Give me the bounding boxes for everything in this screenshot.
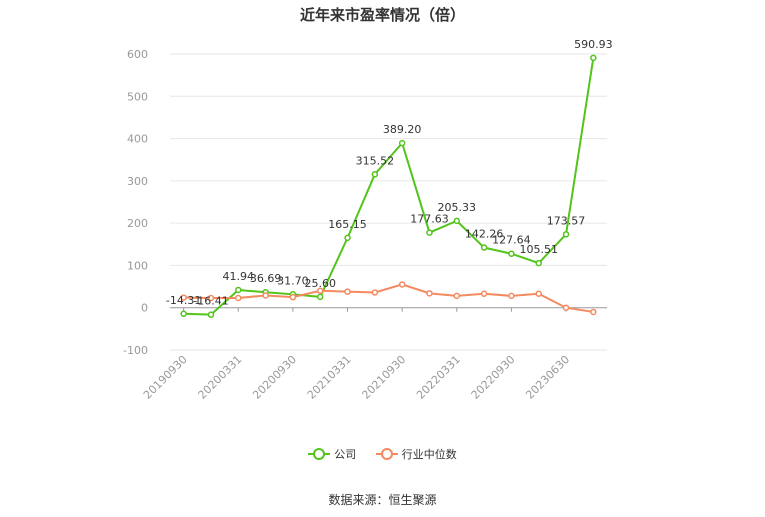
legend-dot-company — [313, 448, 326, 460]
data-point — [235, 286, 242, 294]
x-tick-label: 20230630 — [523, 353, 572, 402]
series-line — [183, 57, 595, 316]
data-label: 177.63 — [410, 213, 449, 226]
data-point — [480, 290, 488, 298]
data-point — [426, 229, 433, 236]
gridlines — [170, 53, 607, 351]
data-point — [590, 308, 597, 316]
data-label: 173.57 — [547, 214, 586, 227]
x-tick-label: 20210331 — [305, 353, 354, 402]
data-point — [398, 281, 406, 288]
data-point — [207, 311, 215, 318]
legend: 公司 行业中位数 — [0, 446, 765, 463]
data-point — [371, 289, 379, 296]
x-tick-label: 20210930 — [359, 353, 408, 402]
data-label: 315.52 — [356, 154, 395, 167]
data-label: 25.60 — [304, 277, 336, 290]
data-label: 142.26 — [465, 228, 504, 241]
data-point — [590, 54, 597, 62]
y-tick-label: 400 — [127, 133, 148, 146]
data-point — [207, 294, 215, 302]
data-point — [398, 139, 406, 147]
data-point — [180, 294, 187, 301]
y-tick-label: 600 — [127, 48, 148, 61]
x-tick-label: 20220930 — [469, 353, 518, 402]
y-tick-label: 200 — [127, 217, 148, 230]
data-point — [289, 293, 297, 301]
data-point — [262, 292, 269, 299]
legend-item-industry-median[interactable]: 行业中位数 — [375, 446, 457, 462]
data-label: 41.94 — [223, 270, 255, 283]
legend-swatch-company — [308, 448, 331, 460]
data-label: 389.20 — [383, 123, 422, 136]
data-point — [371, 171, 379, 178]
series-industry-median — [180, 281, 597, 316]
data-point — [562, 231, 570, 238]
data-point — [316, 287, 324, 295]
legend-swatch-industry-median — [375, 448, 398, 460]
legend-dot-industry-median — [380, 448, 393, 460]
data-point — [535, 259, 542, 267]
series-company — [180, 54, 597, 318]
y-tick-label: -100 — [123, 344, 148, 357]
x-tick-label: 20200331 — [196, 353, 245, 402]
data-point — [180, 310, 187, 318]
y-tick-label: 500 — [127, 90, 148, 103]
data-point — [508, 292, 515, 300]
y-axis-ticks: -100 0 100 200 300 400 500 600 — [123, 48, 148, 357]
data-point — [316, 293, 324, 301]
data-point — [453, 217, 461, 225]
x-axis-ticks: 20190930 20200331 20200930 20210331 20210930… — [141, 307, 572, 402]
legend-label-company: 公司 — [334, 448, 357, 461]
data-point — [426, 290, 433, 297]
legend-label-industry-median: 行业中位数 — [401, 448, 457, 461]
y-tick-label: 0 — [141, 302, 148, 315]
data-point — [453, 292, 461, 300]
data-label: -16.41 — [193, 295, 228, 308]
data-label: 31.70 — [277, 274, 309, 287]
data-point — [508, 250, 515, 257]
chart-title: 近年来市盈率情况（倍） — [299, 6, 465, 24]
source-note: 数据来源：恒生聚源 — [328, 493, 437, 507]
x-tick-label: 20220331 — [414, 353, 463, 402]
data-label: 127.64 — [492, 234, 531, 247]
data-point — [344, 288, 351, 295]
data-label: 205.33 — [438, 201, 477, 214]
y-tick-label: 100 — [127, 259, 148, 272]
series-line — [183, 283, 594, 313]
data-label: -14.31 — [166, 294, 201, 307]
data-label: 36.69 — [250, 272, 282, 285]
line-chart: -100 0 100 200 300 400 500 600 20190930 20200331… — [123, 38, 613, 402]
data-label: 590.93 — [574, 38, 613, 51]
data-label: 165.15 — [328, 218, 367, 231]
data-label: 105.51 — [519, 243, 558, 256]
data-point — [344, 234, 351, 242]
y-tick-label: 300 — [127, 175, 148, 188]
series-layer — [180, 54, 597, 318]
data-point — [535, 290, 542, 298]
x-tick-label: 20200930 — [250, 353, 299, 402]
data-point — [480, 244, 488, 251]
x-tick-label: 20190930 — [141, 353, 190, 402]
data-point — [562, 304, 570, 311]
legend-item-company[interactable]: 公司 — [308, 446, 356, 462]
data-point — [235, 294, 242, 302]
